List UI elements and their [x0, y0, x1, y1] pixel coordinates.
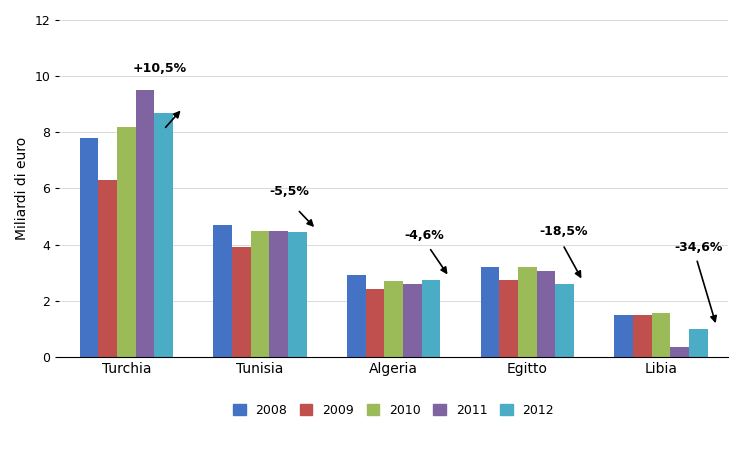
- Legend: 2008, 2009, 2010, 2011, 2012: 2008, 2009, 2010, 2011, 2012: [229, 400, 558, 421]
- Bar: [422, 280, 440, 357]
- Bar: [154, 113, 173, 357]
- Bar: [614, 315, 633, 357]
- Text: -18,5%: -18,5%: [539, 225, 588, 238]
- Bar: [347, 275, 366, 357]
- Bar: [403, 284, 422, 357]
- Bar: [213, 225, 232, 357]
- Bar: [499, 280, 518, 357]
- Text: +10,5%: +10,5%: [133, 62, 187, 75]
- Bar: [555, 284, 574, 357]
- Bar: [250, 231, 270, 357]
- Text: -34,6%: -34,6%: [674, 241, 723, 254]
- Bar: [689, 329, 708, 357]
- Text: -4,6%: -4,6%: [405, 229, 444, 242]
- Bar: [288, 232, 307, 357]
- Bar: [270, 231, 288, 357]
- Bar: [80, 138, 98, 357]
- Bar: [518, 267, 536, 357]
- Bar: [98, 180, 117, 357]
- Bar: [633, 315, 652, 357]
- Bar: [232, 247, 250, 357]
- Bar: [117, 127, 136, 357]
- Bar: [652, 313, 670, 357]
- Bar: [670, 347, 689, 357]
- Bar: [481, 267, 499, 357]
- Text: -5,5%: -5,5%: [270, 185, 309, 198]
- Y-axis label: Miliardi di euro: Miliardi di euro: [15, 137, 29, 240]
- Bar: [384, 281, 403, 357]
- Bar: [536, 271, 555, 357]
- Bar: [366, 289, 384, 357]
- Bar: [136, 90, 154, 357]
